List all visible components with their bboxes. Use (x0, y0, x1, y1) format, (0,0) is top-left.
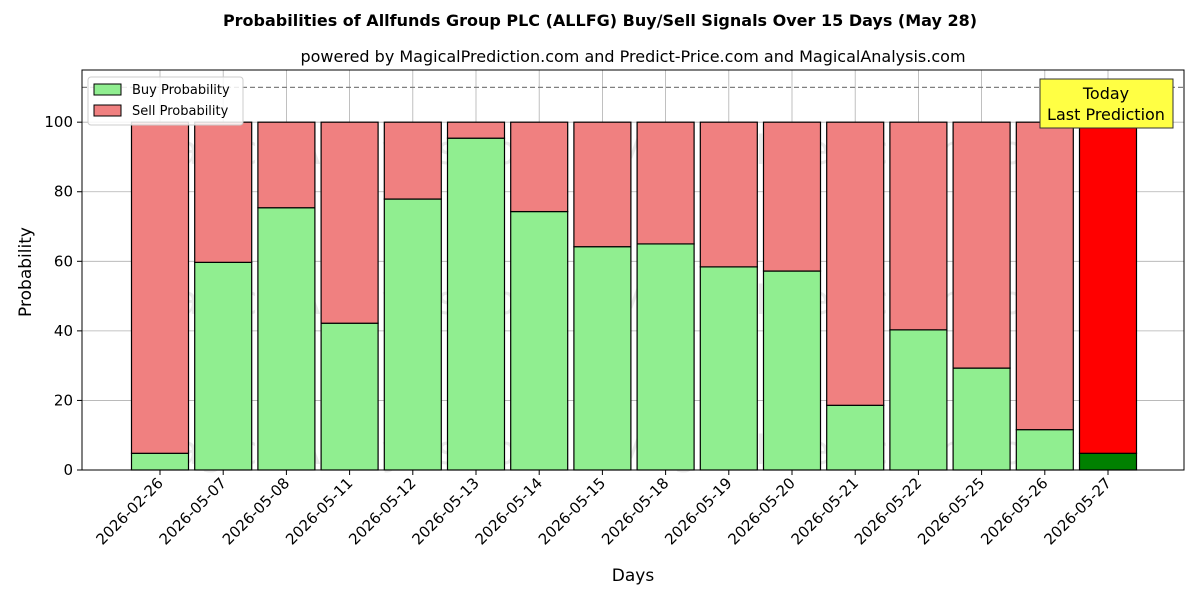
axes-frame (81, 69, 1185, 471)
buy-bar (130, 452, 190, 471)
sell-bar (257, 121, 316, 209)
annotation-line: Last Prediction (1047, 105, 1165, 124)
x-tick-label: 2026-05-15 (535, 474, 609, 548)
x-tick-label: 2026-05-11 (282, 474, 356, 548)
sell-bar (510, 121, 569, 213)
buy-bar (510, 210, 569, 471)
annotation-background (1039, 78, 1174, 129)
x-tick-label: 2026-05-20 (724, 474, 798, 548)
x-tick-label: 2026-05-22 (851, 474, 925, 548)
x-tick-label: 2026-05-25 (914, 474, 988, 548)
x-tick-label: 2026-05-26 (977, 474, 1051, 548)
y-tick-label: 40 (54, 322, 73, 340)
buy-bar (194, 261, 253, 471)
x-tick-label: 2026-05-07 (156, 474, 230, 548)
sell-bar (383, 121, 442, 200)
buy-bar (320, 322, 379, 471)
sell-bar (1015, 121, 1074, 431)
x-tick-label: 2026-05-27 (1040, 474, 1114, 548)
x-tick-label: 2026-05-21 (788, 474, 862, 548)
sell-bar (573, 121, 632, 248)
bars (130, 121, 1138, 471)
sell-bar (699, 121, 758, 268)
y-tick-label: 20 (54, 391, 73, 409)
buy-bar (826, 404, 885, 471)
x-tick-label: 2026-05-08 (219, 474, 293, 548)
x-ticks: 2026-02-262026-05-072026-05-082026-05-11… (92, 470, 1115, 548)
buy-bar (446, 137, 506, 471)
legend-frame (87, 76, 244, 126)
sell-bar (194, 121, 253, 263)
sell-bar (320, 121, 379, 324)
x-axis-label: Days (612, 566, 655, 586)
sell-bar (130, 121, 190, 454)
buy-bar (889, 329, 948, 471)
sell-bar (762, 121, 822, 272)
x-tick-label: 2026-05-18 (598, 474, 672, 548)
buy-bar (573, 246, 632, 471)
legend: Buy Probability Sell Probability (87, 76, 244, 126)
annotation-box: Today Last Prediction (1039, 78, 1174, 129)
x-tick-label: 2026-05-13 (408, 474, 482, 548)
y-tick-label: 100 (44, 113, 73, 131)
x-tick-label: 2026-05-14 (472, 474, 546, 548)
y-ticks: 0 20 40 60 80 100 (44, 113, 82, 479)
sell-bar (889, 121, 948, 331)
buy-bar (636, 243, 695, 471)
sell-bar (1078, 121, 1138, 454)
buy-bar (1015, 429, 1074, 471)
legend-label: Buy Probability (132, 83, 230, 98)
x-tick-label: 2026-05-12 (345, 474, 419, 548)
buy-bar (1078, 452, 1138, 471)
sell-bar (636, 121, 695, 245)
annotation-line: Today (1082, 84, 1129, 103)
y-tick-label: 60 (54, 252, 73, 270)
y-axis-label: Probability (16, 227, 36, 317)
axes (81, 69, 1185, 471)
chart-subtitle: powered by MagicalPrediction.com and Pre… (300, 47, 965, 66)
buy-bar (952, 367, 1011, 471)
x-tick-label: 2026-05-19 (661, 474, 735, 548)
buy-bar (699, 266, 758, 471)
chart-title: Probabilities of Allfunds Group PLC (ALL… (223, 11, 977, 30)
legend-label: Sell Probability (132, 104, 229, 119)
legend-swatch (93, 104, 122, 117)
x-tick-label: 2026-02-26 (92, 474, 166, 548)
sell-bar (826, 121, 885, 406)
y-tick-label: 80 (54, 183, 73, 201)
y-tick-label: 0 (63, 461, 73, 479)
buy-bar (383, 198, 442, 471)
sell-bar (952, 121, 1011, 369)
legend-swatch (93, 83, 122, 96)
buy-bar (257, 207, 316, 471)
sell-bar (446, 121, 506, 139)
buy-bar (762, 270, 822, 471)
